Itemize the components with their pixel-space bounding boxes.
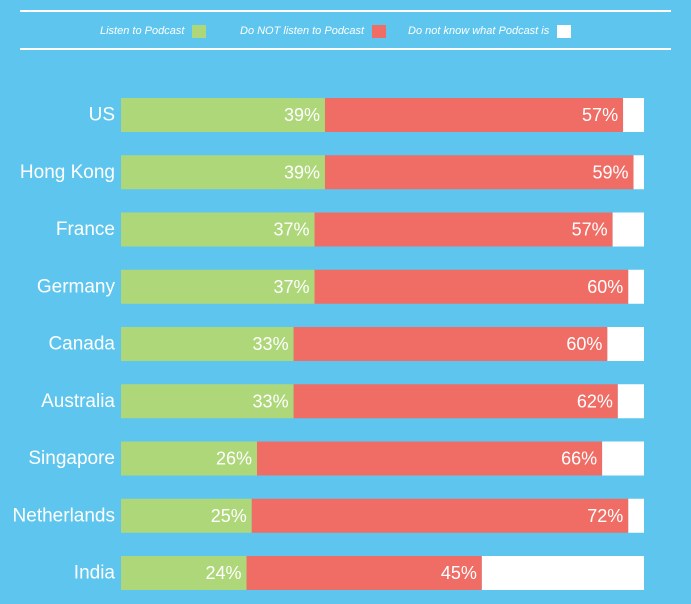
data-label-listen-to-podcast-singapore: 26%	[216, 449, 252, 469]
data-label-do-not-listen-to-podcast-canada: 60%	[566, 334, 602, 354]
bar-do-not-listen-to-podcast-canada	[293, 327, 608, 361]
data-label-do-not-listen-to-podcast-germany: 60%	[587, 277, 623, 297]
bar-listen-to-podcast-singapore	[121, 441, 257, 476]
legend-item-not-listen: Do NOT listen to Podcast	[240, 24, 387, 38]
bar-do-not-know-what-podcast-is-france	[612, 212, 644, 247]
bar-do-not-listen-to-podcast-singapore	[256, 441, 603, 476]
category-label-singapore: Singapore	[28, 448, 115, 469]
legend-label-not-listen: Do NOT listen to Podcast	[240, 25, 365, 37]
category-label-canada: Canada	[48, 334, 115, 355]
legend-label-listen: Listen to Podcast	[100, 25, 185, 37]
bar-do-not-know-what-podcast-is-germany	[628, 269, 644, 304]
data-label-listen-to-podcast-australia: 33%	[253, 391, 289, 411]
legend-item-listen: Listen to Podcast	[100, 24, 207, 38]
data-label-listen-to-podcast-hong-kong: 39%	[284, 162, 320, 182]
legend-swatch-unknown	[557, 24, 572, 38]
category-label-australia: Australia	[41, 391, 115, 412]
category-label-france: France	[56, 219, 115, 240]
category-label-netherlands: Netherlands	[13, 505, 115, 526]
bar-listen-to-podcast-hong-kong	[121, 155, 325, 190]
bar-do-not-know-what-podcast-is-netherlands	[628, 498, 644, 533]
bar-do-not-listen-to-podcast-us	[324, 98, 624, 132]
bar-do-not-know-what-podcast-is-singapore	[602, 441, 644, 476]
data-label-do-not-listen-to-podcast-netherlands: 72%	[587, 506, 623, 526]
data-label-listen-to-podcast-canada: 33%	[253, 334, 289, 354]
top-divider	[20, 10, 671, 12]
data-label-do-not-listen-to-podcast-singapore: 66%	[561, 449, 597, 469]
legend-swatch-not-listen	[372, 24, 387, 38]
bar-do-not-know-what-podcast-is-canada	[607, 327, 644, 361]
chart-legend: Listen to Podcast Do NOT listen to Podca…	[0, 10, 691, 50]
bar-do-not-listen-to-podcast-netherlands	[251, 498, 629, 533]
category-label-hong-kong: Hong Kong	[20, 162, 115, 183]
bar-do-not-listen-to-podcast-india	[246, 556, 482, 590]
data-label-listen-to-podcast-india: 24%	[205, 563, 241, 583]
bar-listen-to-podcast-us	[121, 98, 325, 132]
category-label-india: India	[74, 563, 116, 584]
bar-do-not-know-what-podcast-is-india	[481, 556, 644, 590]
bar-listen-to-podcast-netherlands	[121, 498, 252, 533]
category-label-germany: Germany	[37, 276, 116, 297]
data-label-listen-to-podcast-germany: 37%	[273, 277, 309, 297]
data-label-do-not-listen-to-podcast-australia: 62%	[577, 391, 613, 411]
bar-do-not-listen-to-podcast-germany	[314, 269, 629, 304]
bar-do-not-know-what-podcast-is-us	[623, 98, 644, 132]
legend-label-unknown: Do not know what Podcast is	[408, 25, 550, 37]
category-label-us: US	[89, 105, 115, 126]
data-label-do-not-listen-to-podcast-hong-kong: 59%	[593, 162, 629, 182]
bar-listen-to-podcast-india	[121, 556, 247, 590]
legend-item-unknown: Do not know what Podcast is	[408, 24, 572, 38]
data-label-listen-to-podcast-netherlands: 25%	[211, 506, 247, 526]
data-label-do-not-listen-to-podcast-france: 57%	[572, 220, 608, 240]
bar-do-not-listen-to-podcast-france	[314, 212, 613, 247]
data-label-listen-to-podcast-france: 37%	[273, 220, 309, 240]
bar-listen-to-podcast-france	[121, 212, 315, 247]
bar-do-not-listen-to-podcast-australia	[293, 384, 618, 419]
bar-do-not-listen-to-podcast-hong-kong	[324, 155, 634, 190]
data-label-do-not-listen-to-podcast-us: 57%	[582, 105, 618, 125]
bar-do-not-know-what-podcast-is-australia	[617, 384, 644, 419]
data-label-do-not-listen-to-podcast-india: 45%	[441, 563, 477, 583]
data-label-listen-to-podcast-us: 39%	[284, 105, 320, 125]
legend-swatch-listen	[192, 24, 207, 38]
bar-do-not-know-what-podcast-is-hong-kong	[633, 155, 644, 190]
bar-listen-to-podcast-canada	[121, 327, 294, 361]
bar-listen-to-podcast-germany	[121, 269, 315, 304]
legend-divider	[20, 48, 671, 50]
bar-listen-to-podcast-australia	[121, 384, 294, 419]
